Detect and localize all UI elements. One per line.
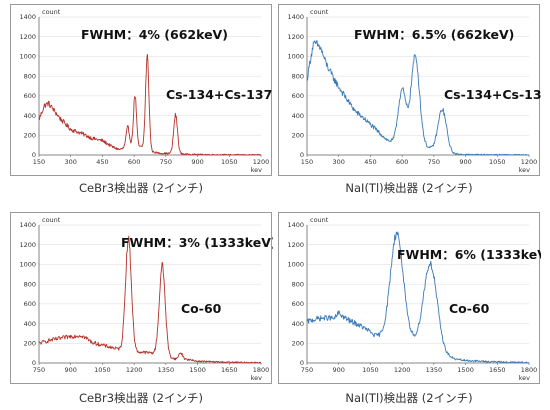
x-tick-label: 1350 bbox=[426, 366, 443, 374]
y-tick-label: 0 bbox=[32, 151, 36, 159]
y-axis-unit: count bbox=[42, 8, 61, 16]
spectrum-line bbox=[38, 53, 262, 156]
y-tick-label: 0 bbox=[300, 151, 304, 159]
x-tick-label: 1350 bbox=[158, 366, 175, 374]
y-tick-label: 1000 bbox=[287, 53, 304, 61]
x-tick-label: 900 bbox=[191, 158, 203, 166]
y-tick-label: 200 bbox=[24, 339, 36, 347]
y-tick-label: 600 bbox=[292, 92, 304, 100]
x-tick-label: 1200 bbox=[521, 158, 538, 166]
x-tick-label: 600 bbox=[396, 158, 408, 166]
y-tick-label: 800 bbox=[24, 280, 36, 288]
chart-cebr3-co: 0 200 400 600 800 1000 1200 1400 750 900 1050 1200 1… bbox=[19, 216, 273, 382]
y-tick-label: 400 bbox=[24, 320, 36, 328]
y-tick-label: 0 bbox=[300, 359, 304, 367]
x-tick-label: 1650 bbox=[221, 366, 238, 374]
chart-nai-cs: 0 200 400 600 800 1000 1200 1400 150 300 450 600 750… bbox=[287, 8, 541, 174]
y-tick-label: 1000 bbox=[19, 53, 36, 61]
x-tick-label: 1200 bbox=[253, 158, 270, 166]
x-tick-label: 750 bbox=[301, 366, 313, 374]
fwhm-annotation: FWHM：6.5% (662keV) bbox=[354, 27, 514, 42]
chart-panel-cebr3-cs: 0 200 400 600 800 1000 1200 1400 150 300 450 600 750… bbox=[10, 4, 272, 176]
x-tick-label: 750 bbox=[33, 366, 45, 374]
y-tick-label: 600 bbox=[24, 300, 36, 308]
caption-nai-cs: NaI(Tl)検出器 (2インチ) bbox=[345, 181, 473, 195]
x-tick-label: 150 bbox=[33, 158, 45, 166]
y-tick-label: 800 bbox=[24, 72, 36, 80]
y-tick-label: 1000 bbox=[19, 261, 36, 269]
source-annotation: Cs-134+Cs-137 bbox=[166, 87, 272, 102]
y-tick-label: 200 bbox=[292, 339, 304, 347]
source-annotation: Co-60 bbox=[181, 301, 222, 316]
x-tick-label: 1050 bbox=[94, 366, 111, 374]
x-tick-label: 750 bbox=[428, 158, 440, 166]
y-tick-label: 1000 bbox=[287, 261, 304, 269]
chart-panel-cebr3-co: 0 200 400 600 800 1000 1200 1400 750 900 1050 1200 1… bbox=[10, 212, 273, 384]
x-tick-label: 900 bbox=[65, 366, 77, 374]
y-tick-label: 600 bbox=[292, 300, 304, 308]
chart-nai-co: 0 200 400 600 800 1000 1200 1400 750 900 1050 1200 1… bbox=[287, 216, 541, 382]
x-tick-label: 900 bbox=[459, 158, 471, 166]
x-tick-label: 900 bbox=[333, 366, 345, 374]
y-tick-label: 400 bbox=[292, 320, 304, 328]
y-axis-unit: count bbox=[42, 216, 61, 224]
x-axis-unit: kev bbox=[519, 374, 531, 382]
x-tick-label: 600 bbox=[128, 158, 140, 166]
x-tick-label: 1050 bbox=[362, 366, 379, 374]
x-tick-label: 1800 bbox=[521, 366, 538, 374]
y-tick-label: 1400 bbox=[287, 13, 304, 21]
x-tick-label: 300 bbox=[333, 158, 345, 166]
source-annotation: Cs-134+Cs-137 bbox=[444, 87, 541, 102]
y-tick-label: 0 bbox=[32, 359, 36, 367]
x-tick-label: 1200 bbox=[126, 366, 143, 374]
y-axis-unit: count bbox=[310, 8, 329, 16]
x-tick-label: 1050 bbox=[489, 158, 506, 166]
source-annotation: Co-60 bbox=[449, 301, 490, 316]
y-tick-label: 800 bbox=[292, 280, 304, 288]
y-tick-label: 800 bbox=[292, 72, 304, 80]
x-tick-label: 300 bbox=[65, 158, 77, 166]
y-tick-label: 1400 bbox=[287, 221, 304, 229]
caption-nai-co: NaI(Tl)検出器 (2インチ) bbox=[345, 391, 473, 405]
spectrum-line bbox=[38, 235, 262, 364]
x-tick-label: 1500 bbox=[189, 366, 206, 374]
y-tick-label: 400 bbox=[24, 112, 36, 120]
y-tick-label: 1400 bbox=[19, 13, 36, 21]
y-tick-label: 1200 bbox=[287, 33, 304, 41]
x-tick-label: 1500 bbox=[457, 366, 474, 374]
x-tick-label: 1050 bbox=[221, 158, 238, 166]
y-tick-label: 400 bbox=[292, 112, 304, 120]
chart-panel-nai-co: 0 200 400 600 800 1000 1200 1400 750 900 1050 1200 1… bbox=[278, 212, 541, 384]
fwhm-annotation: FWHM：6% (1333keV) bbox=[397, 247, 541, 262]
chart-cebr3-cs: 0 200 400 600 800 1000 1200 1400 150 300 450 600 750… bbox=[19, 8, 272, 174]
x-tick-label: 450 bbox=[364, 158, 376, 166]
fwhm-annotation: FWHM：3% (1333keV) bbox=[121, 235, 273, 250]
spectrum-line bbox=[306, 40, 530, 156]
x-tick-label: 450 bbox=[96, 158, 108, 166]
fwhm-annotation: FWHM：4% (662keV) bbox=[81, 27, 228, 42]
y-tick-label: 600 bbox=[24, 92, 36, 100]
y-tick-label: 1400 bbox=[19, 221, 36, 229]
y-tick-label: 200 bbox=[24, 131, 36, 139]
caption-cebr3-co: CeBr3検出器 (2インチ) bbox=[79, 391, 203, 405]
chart-panel-nai-cs: 0 200 400 600 800 1000 1200 1400 150 300 450 600 750… bbox=[278, 4, 541, 176]
x-axis-unit: kev bbox=[251, 166, 263, 174]
x-axis-unit: kev bbox=[519, 166, 531, 174]
y-axis-unit: count bbox=[310, 216, 329, 224]
x-tick-label: 150 bbox=[301, 158, 313, 166]
y-tick-label: 1200 bbox=[19, 33, 36, 41]
x-tick-label: 1650 bbox=[489, 366, 506, 374]
x-tick-label: 1200 bbox=[394, 366, 411, 374]
caption-cebr3-cs: CeBr3検出器 (2インチ) bbox=[79, 181, 203, 195]
x-axis-unit: kev bbox=[251, 374, 263, 382]
y-tick-label: 200 bbox=[292, 131, 304, 139]
x-tick-label: 750 bbox=[160, 158, 172, 166]
y-tick-label: 1200 bbox=[19, 241, 36, 249]
x-tick-label: 1800 bbox=[253, 366, 270, 374]
spectrum-line bbox=[306, 231, 530, 364]
y-tick-label: 1200 bbox=[287, 241, 304, 249]
